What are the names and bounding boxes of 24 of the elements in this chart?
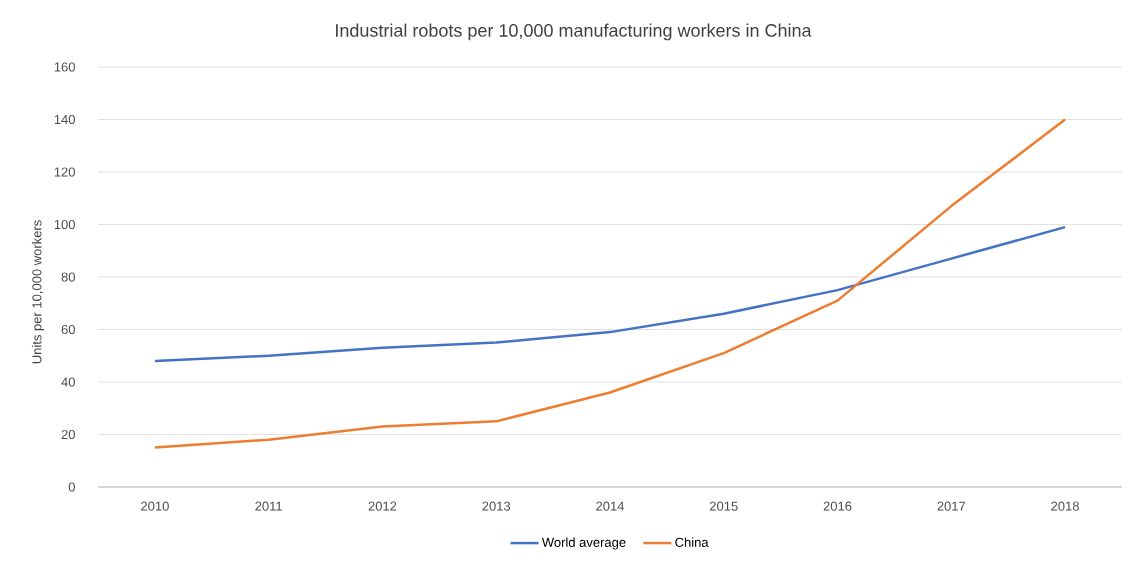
x-tick-label: 2010	[141, 501, 169, 511]
y-tick-label: 60	[61, 324, 75, 335]
x-tick-label: 2015	[709, 501, 738, 511]
x-tick-label: 2016	[823, 501, 852, 511]
x-tick-label: 2011	[255, 501, 283, 511]
y-tick-label: 0	[68, 482, 75, 492]
y-tick-label: 80	[61, 272, 75, 282]
legend-label: China	[675, 537, 709, 547]
line-series	[153, 118, 1067, 449]
line-series	[153, 225, 1067, 363]
legend-label: World average	[541, 537, 626, 550]
y-tick-label: 100	[54, 219, 75, 230]
chart-title: Industrial robots per 10,000 manufacturing workers in China	[336, 23, 812, 41]
x-tick-label: 2018	[1051, 501, 1079, 511]
y-axis-title: Units per 10,000 workers	[31, 220, 45, 364]
x-tick-label: 2017	[937, 501, 966, 511]
y-tick-label: 160	[54, 62, 75, 72]
x-tick-label: 2014	[596, 501, 625, 511]
y-tick-label: 140	[54, 114, 75, 125]
x-tick-label: 2013	[482, 501, 511, 511]
x-tick-label: 2012	[368, 501, 397, 511]
y-tick-label: 40	[61, 377, 75, 387]
y-tick-label: 120	[54, 167, 75, 177]
y-tick-label: 20	[61, 429, 75, 440]
